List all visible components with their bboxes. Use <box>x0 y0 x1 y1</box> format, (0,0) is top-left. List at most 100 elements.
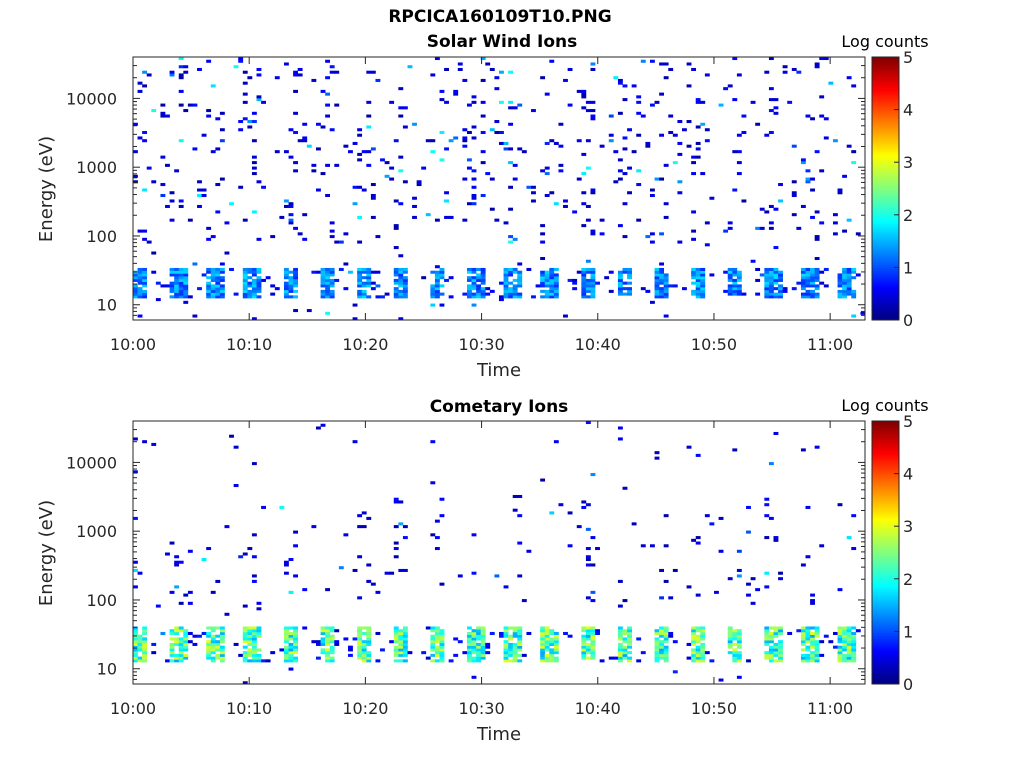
heatmap-cell <box>471 287 477 291</box>
heatmap-cell <box>471 284 477 288</box>
heatmap-cell <box>659 645 665 649</box>
heatmap-cell <box>764 629 770 633</box>
colorbar-swatch <box>872 303 899 307</box>
heatmap-cell <box>832 221 838 225</box>
heatmap-cell <box>329 270 335 274</box>
heatmap-cell <box>215 648 221 652</box>
heatmap-cell <box>133 645 138 649</box>
heatmap-cell <box>663 62 669 66</box>
heatmap-cell <box>773 98 779 102</box>
heatmap-cell <box>581 267 587 271</box>
heatmap-cell <box>329 229 335 233</box>
heatmap-cell <box>466 645 472 649</box>
heatmap-cell <box>178 73 184 77</box>
heatmap-cell <box>174 656 180 660</box>
heatmap-cell <box>828 81 834 85</box>
colorbar-swatch <box>872 675 899 679</box>
heatmap-cell <box>659 62 665 66</box>
colorbar-swatch <box>872 597 899 601</box>
heatmap-cell <box>398 500 404 504</box>
colorbar-swatch <box>872 671 899 675</box>
heatmap-cell <box>659 287 665 291</box>
heatmap-cell <box>466 653 472 657</box>
colorbar-swatch <box>872 464 899 467</box>
heatmap-cell <box>590 637 596 641</box>
heatmap-cell <box>778 640 783 644</box>
heatmap-cell <box>627 631 632 635</box>
heatmap-cell <box>640 544 646 548</box>
heatmap-cell <box>750 601 756 605</box>
heatmap-cell <box>361 626 367 630</box>
colorbar-swatch <box>872 260 899 263</box>
heatmap-cell <box>219 289 225 293</box>
heatmap-cell <box>251 626 257 630</box>
heatmap-cell <box>178 640 184 644</box>
heatmap-cell <box>814 656 820 660</box>
heatmap-cell <box>503 284 509 288</box>
heatmap-cell <box>183 629 189 633</box>
heatmap-cell <box>572 210 578 214</box>
heatmap-cell <box>137 659 143 663</box>
heatmap-cell <box>466 637 472 641</box>
heatmap-cell <box>288 631 294 635</box>
heatmap-cell <box>219 626 225 630</box>
heatmap-cell <box>288 213 294 217</box>
heatmap-cell <box>178 645 184 649</box>
heatmap-cell <box>215 653 221 657</box>
heatmap-cell <box>768 659 774 663</box>
heatmap-cell <box>851 656 857 660</box>
heatmap-cell <box>823 57 829 61</box>
heatmap-cell <box>283 204 289 208</box>
heatmap-cell <box>773 626 779 630</box>
heatmap-cell <box>206 640 212 644</box>
heatmap-cell <box>508 270 514 274</box>
heatmap-cell <box>242 659 248 663</box>
heatmap-cell <box>238 120 244 124</box>
heatmap-cell <box>608 133 614 137</box>
heatmap-cell <box>476 273 482 277</box>
heatmap-cell <box>622 147 628 151</box>
heatmap-cell <box>393 645 399 649</box>
heatmap-cell <box>851 514 857 518</box>
heatmap-cell <box>691 656 697 660</box>
heatmap-cell <box>375 78 381 82</box>
panel-solar-wind-ions: Solar Wind Ions 10:00 10:10 10:20 10:30 10:4… <box>36 32 929 381</box>
heatmap-cell <box>316 122 321 126</box>
heatmap-cell <box>540 76 546 80</box>
heatmap-cell <box>617 284 623 288</box>
heatmap-cell <box>430 626 436 630</box>
heatmap-cell <box>636 111 642 115</box>
heatmap-cell <box>778 292 783 296</box>
heatmap-cell <box>251 645 257 649</box>
heatmap-cell <box>837 631 843 635</box>
heatmap-cell <box>837 273 843 277</box>
heatmap-cell <box>645 289 651 293</box>
heatmap-cell <box>251 267 257 271</box>
heatmap-cell <box>695 270 701 274</box>
heatmap-cell <box>521 150 527 154</box>
heatmap-cell <box>142 629 148 633</box>
heatmap-cell <box>595 631 600 635</box>
heatmap-cell <box>814 648 820 652</box>
heatmap-cell <box>585 109 591 113</box>
heatmap-cell <box>439 284 445 288</box>
heatmap-cell <box>704 128 710 132</box>
heatmap-cell <box>434 634 440 638</box>
heatmap-cell <box>210 656 216 660</box>
heatmap-cell <box>297 67 303 71</box>
heatmap-cell <box>823 634 829 638</box>
heatmap-cell <box>627 626 632 630</box>
heatmap-cell <box>187 590 193 594</box>
heatmap-cell <box>544 166 550 170</box>
heatmap-cell <box>796 70 802 74</box>
heatmap-cell <box>471 634 477 638</box>
heatmap-cell <box>192 103 198 107</box>
heatmap-cell <box>329 659 335 663</box>
heatmap-cell <box>283 653 289 657</box>
heatmap-cell <box>805 656 811 660</box>
colorbar-swatch <box>872 486 899 490</box>
heatmap-cell <box>549 139 555 143</box>
heatmap-cell <box>325 292 331 296</box>
heatmap-cell <box>736 273 742 277</box>
heatmap-cell <box>585 557 591 562</box>
